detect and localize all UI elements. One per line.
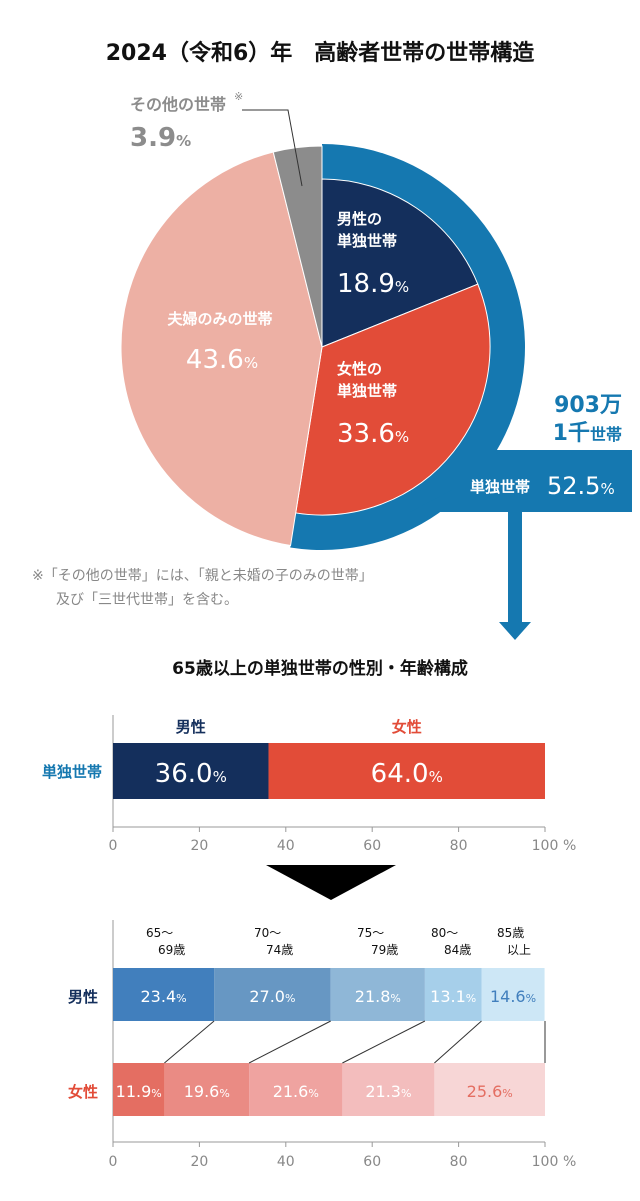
age-label-line2: 74歳 xyxy=(266,943,293,957)
bar-segment xyxy=(330,968,425,1021)
footnote-line1: ※「その他の世帯」には、「親と未婚の子のみの世帯」 xyxy=(32,568,373,584)
bar-value-label: 13.1% xyxy=(430,987,476,1006)
x-unit-label: % xyxy=(563,838,576,854)
bar-value-label: 25.6% xyxy=(467,1082,513,1101)
age-label-line1: 80〜 xyxy=(431,926,458,940)
series-label: 女性 xyxy=(392,718,422,736)
pie-slice-1 xyxy=(295,283,491,516)
male-slice-value: 18.9% xyxy=(337,269,409,299)
x-tick-label: 100 xyxy=(532,1154,559,1170)
series-label: 男性 xyxy=(176,718,206,736)
age-label-line1: 65〜 xyxy=(146,926,173,940)
down-triangle xyxy=(266,865,396,900)
category-label: 女性 xyxy=(68,1083,98,1101)
connector-line xyxy=(434,1020,482,1064)
x-tick-label: 0 xyxy=(109,838,118,854)
single-count-line2: 1千世帯 xyxy=(553,421,622,446)
age-label-line2: 79歳 xyxy=(371,943,398,957)
x-tick-label: 80 xyxy=(450,838,468,854)
female-slice-name-2: 単独世帯 xyxy=(337,382,397,400)
bar-segment xyxy=(113,1063,165,1116)
age-label-line1: 75〜 xyxy=(357,926,384,940)
single-count-line1: 903万 xyxy=(554,393,622,418)
single-callout-name: 単独世帯 xyxy=(470,478,530,496)
single-callout-value: 52.5% xyxy=(547,472,615,500)
bar-segment-1 xyxy=(268,743,545,799)
category-label: 男性 xyxy=(68,988,98,1006)
bar-value-label: 14.6% xyxy=(490,987,536,1006)
x-tick-label: 60 xyxy=(363,838,381,854)
x-tick-label: 80 xyxy=(450,1154,468,1170)
single-callout-box xyxy=(410,450,632,512)
male-slice-name-2: 単独世帯 xyxy=(337,232,397,250)
age-bar-chart: 0 20 40 60 80 100 % 23.4% 27.0% 21.8% 13.1% 14.6% 男性… xyxy=(68,920,576,1170)
x-tick-label: 20 xyxy=(190,1154,208,1170)
bar-segment xyxy=(214,968,331,1021)
x-tick-label: 60 xyxy=(363,1154,381,1170)
connector-line xyxy=(164,1020,215,1064)
category-label: 単独世帯 xyxy=(42,763,102,781)
bar-segment xyxy=(342,1063,435,1116)
x-tick-label: 0 xyxy=(109,1154,118,1170)
other-value: 3.9% xyxy=(130,123,191,153)
bar-title: 65歳以上の単独世帯の性別・年齢構成 xyxy=(172,658,468,679)
bar-value-label: 36.0% xyxy=(155,759,227,789)
pie-chart xyxy=(120,144,526,550)
other-mark: ※ xyxy=(234,90,243,103)
connector-line xyxy=(342,1020,426,1064)
age-label-line2: 84歳 xyxy=(444,943,471,957)
bar-segment xyxy=(164,1063,250,1116)
bar-value-label: 21.8% xyxy=(355,987,401,1006)
bar-value-label: 11.9% xyxy=(116,1082,162,1101)
gender-bar-chart: 0 20 40 60 80 100 % 男性 36.0% 女性 64.0% 単独世帯 xyxy=(42,715,576,854)
age-label-line1: 85歳 xyxy=(497,926,524,940)
male-slice-name-1: 男性の xyxy=(337,210,382,228)
bar-value-label: 64.0% xyxy=(371,759,443,789)
female-slice-name-1: 女性の xyxy=(337,360,382,378)
bar-value-label: 19.6% xyxy=(184,1082,230,1101)
bar-segment xyxy=(481,968,545,1021)
age-label-line1: 70〜 xyxy=(254,926,281,940)
other-label: その他の世帯 xyxy=(130,95,226,114)
bar-segment xyxy=(434,1063,545,1116)
x-tick-label: 100 xyxy=(532,838,559,854)
bar-value-label: 27.0% xyxy=(249,987,295,1006)
age-label-line2: 以上 xyxy=(507,943,531,957)
bar-segment xyxy=(424,968,482,1021)
pie-title: 2024（令和6）年 高齢者世帯の世帯構造 xyxy=(106,40,535,66)
bar-value-label: 21.6% xyxy=(273,1082,319,1101)
bar-segment xyxy=(249,1063,343,1116)
age-label-line2: 69歳 xyxy=(158,943,185,957)
single-household-ring xyxy=(290,144,526,550)
bar-value-label: 21.3% xyxy=(365,1082,411,1101)
connector-line xyxy=(248,1020,331,1064)
x-tick-label: 40 xyxy=(277,1154,295,1170)
bar-segment xyxy=(113,968,215,1021)
x-tick-label: 20 xyxy=(190,838,208,854)
other-leader-line xyxy=(242,109,303,187)
footnote-line2: 及び「三世代世帯」を含む。 xyxy=(56,592,238,608)
couple-slice-name: 夫婦のみの世帯 xyxy=(167,310,272,328)
down-arrow xyxy=(499,512,531,640)
pie-slice-2 xyxy=(120,151,323,547)
female-slice-value: 33.6% xyxy=(337,419,409,449)
bar-segment-0 xyxy=(113,743,269,799)
couple-slice-value: 43.6% xyxy=(186,345,258,375)
x-unit-label: % xyxy=(563,1154,576,1170)
pie-slice-0 xyxy=(321,178,479,348)
bar-value-label: 23.4% xyxy=(141,987,187,1006)
x-tick-label: 40 xyxy=(277,838,295,854)
pie-slice-3 xyxy=(272,145,323,348)
